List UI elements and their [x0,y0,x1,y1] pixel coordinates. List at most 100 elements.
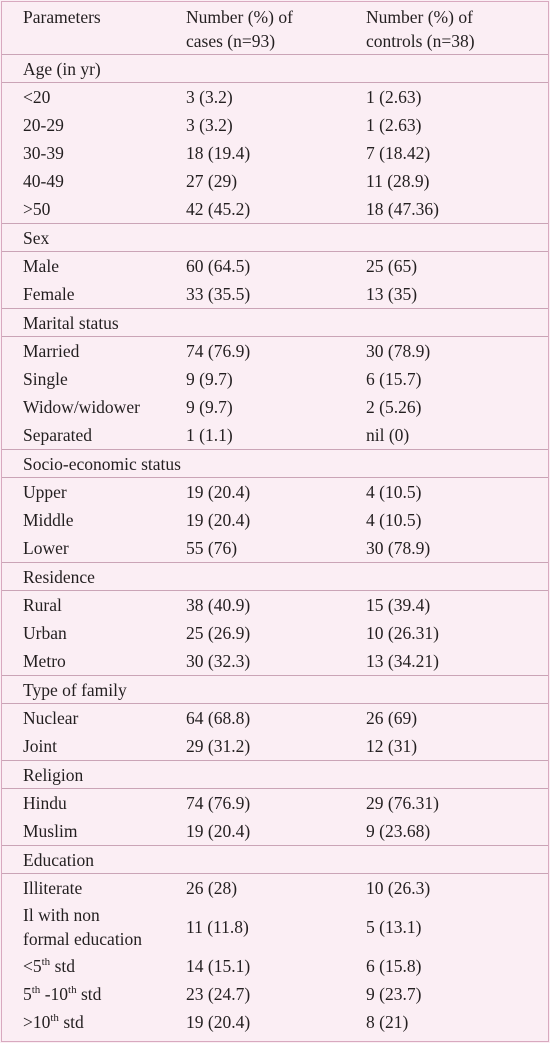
cases-value: 11 (11.8) [186,917,249,937]
row-label: Hindu [23,793,67,813]
section-row: Age (in yr) [2,54,548,83]
row-label-line2: formal education [23,929,143,949]
section-row: Marital status [2,308,548,337]
controls-value: 6 (15.7) [366,369,422,389]
row-label: Urban [23,623,67,643]
cases-value: 9 (9.7) [186,397,233,417]
table-row: Upper 19 (20.4) 4 (10.5) [2,478,548,507]
cases-value: 33 (35.5) [186,284,251,304]
header-cases-line2: cases (n=93) [186,31,276,51]
row-label: Upper [23,482,67,502]
table-row: 5th -10th std 23 (24.7) 9 (23.7) [2,980,548,1008]
ordinal-superscript: th [50,1012,59,1025]
table-row: >10th std 19 (20.4) 8 (21) [2,1008,548,1036]
row-label: Lower [23,538,69,558]
cases-value: 60 (64.5) [186,256,251,276]
row-label: Married [23,341,80,361]
row-label: Rural [23,595,62,615]
table-row: Female 33 (35.5) 13 (35) [2,280,548,309]
row-label-part: std [58,1012,84,1032]
row-label-part: std [50,956,75,976]
row-label: Female [23,284,75,304]
row-label: Joint [23,736,58,756]
table-row: 40-49 27 (29) 11 (28.9) [2,167,548,195]
controls-value: 30 (78.9) [366,538,431,558]
cases-value: 64 (68.8) [186,708,251,728]
row-label: Nuclear [23,708,79,728]
table-row: Separated 1 (1.1) nil (0) [2,421,548,450]
table-row: >50 42 (45.2) 18 (47.36) [2,195,548,224]
table-row: 20-29 3 (3.2) 1 (2.63) [2,111,548,139]
controls-value: 13 (35) [366,284,418,304]
cases-value: 27 (29) [186,171,238,191]
cases-value: 74 (76.9) [186,341,251,361]
section-row: Residence [2,562,548,591]
controls-value: 1 (2.63) [366,87,422,107]
controls-value: 25 (65) [366,256,418,276]
controls-value: 10 (26.31) [366,623,439,643]
controls-value: 1 (2.63) [366,115,422,135]
controls-value: 9 (23.7) [366,984,422,1004]
header-cases: Number (%) of cases (n=93) [164,2,346,55]
section-title: Age (in yr) [2,54,548,83]
section-title: Education [2,845,548,874]
header-cases-line1: Number (%) of [186,7,293,27]
row-label: 30-39 [23,143,64,163]
controls-value: 10 (26.3) [366,878,431,898]
section-title: Marital status [2,308,548,337]
cases-value: 19 (20.4) [186,821,251,841]
cases-value: 25 (26.9) [186,623,251,643]
table-row: Muslim 19 (20.4) 9 (23.68) [2,817,548,846]
row-label: <5th std [2,952,164,980]
row-label-part: <5 [23,956,42,976]
row-label: <20 [23,87,51,107]
row-label: Il with non formal education [2,902,164,952]
section-row: Type of family [2,675,548,704]
table-row: Urban 25 (26.9) 10 (26.31) [2,619,548,647]
cases-value: 55 (76) [186,538,238,558]
controls-value: 15 (39.4) [366,595,431,615]
section-title: Socio-economic status [2,449,548,478]
row-label: Separated [23,425,92,445]
table-row: Male 60 (64.5) 25 (65) [2,252,548,281]
cases-value: 14 (15.1) [186,956,251,976]
cases-value: 30 (32.3) [186,651,251,671]
table-row: Rural 38 (40.9) 15 (39.4) [2,591,548,620]
controls-value: 8 (21) [366,1012,409,1032]
table-row: <5th std 14 (15.1) 6 (15.8) [2,952,548,980]
row-label: >50 [23,199,51,219]
controls-value: 18 (47.36) [366,199,439,219]
controls-value: 5 (13.1) [366,917,422,937]
table-row: Middle 19 (20.4) 4 (10.5) [2,506,548,534]
cases-value: 9 (9.7) [186,369,233,389]
section-title: Residence [2,562,548,591]
controls-value: 29 (76.31) [366,793,439,813]
row-label: >10th std [2,1008,164,1036]
cases-value: 19 (20.4) [186,482,251,502]
table-row: Widow/widower 9 (9.7) 2 (5.26) [2,393,548,421]
table-row: Il with non formal education 11 (11.8) 5 (1… [2,902,548,952]
table-row: Joint 29 (31.2) 12 (31) [2,732,548,761]
section-title: Type of family [2,675,548,704]
controls-value: 7 (18.42) [366,143,431,163]
table-row: Nuclear 64 (68.8) 26 (69) [2,704,548,733]
row-label: Widow/widower [23,397,140,417]
cases-value: 18 (19.4) [186,143,251,163]
controls-value: nil (0) [366,425,410,445]
controls-value: 11 (28.9) [366,171,430,191]
row-label-line1: Il with non [23,905,100,925]
row-label-part: >10 [23,1012,51,1032]
table-header-row: Parameters Number (%) of cases (n=93) Nu… [2,2,548,55]
controls-value: 9 (23.68) [366,821,431,841]
row-label: Illiterate [23,878,83,898]
table-row: Hindu 74 (76.9) 29 (76.31) [2,789,548,818]
table-row: 30-39 18 (19.4) 7 (18.42) [2,139,548,167]
row-label-part: std [76,984,102,1004]
controls-value: 12 (31) [366,736,418,756]
row-label: 40-49 [23,171,64,191]
cases-value: 19 (20.4) [186,510,251,530]
controls-value: 4 (10.5) [366,510,422,530]
row-label-part: 5 [23,984,32,1004]
cases-value: 29 (31.2) [186,736,251,756]
header-controls-line2: controls (n=38) [366,31,475,51]
